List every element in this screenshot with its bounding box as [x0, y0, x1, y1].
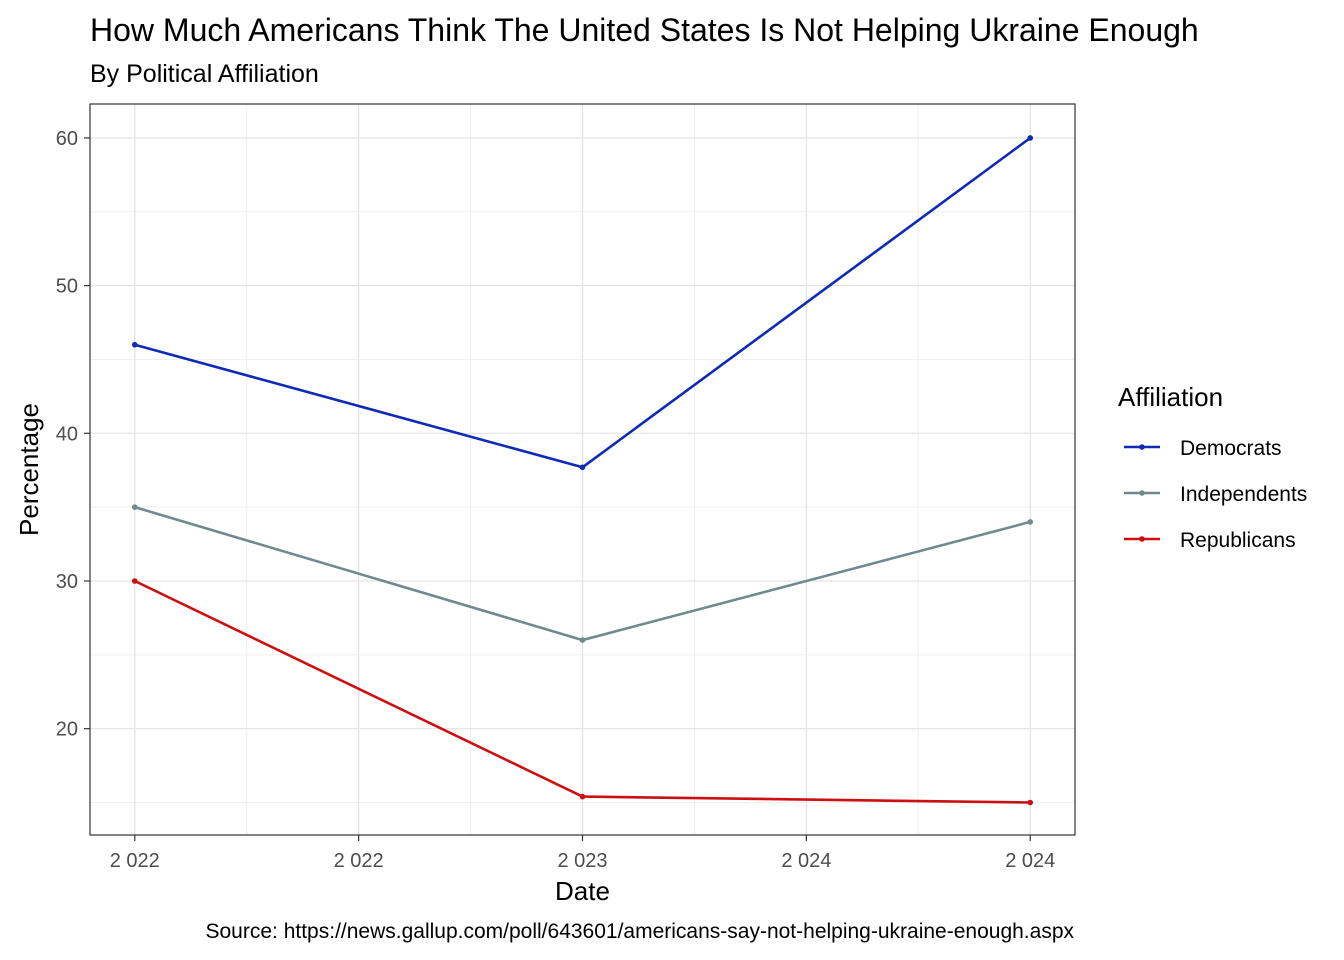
legend-title: Affiliation: [1118, 382, 1223, 412]
data-point-republicans: [579, 793, 586, 800]
y-tick-label: 30: [56, 571, 78, 593]
y-tick-label: 50: [56, 276, 78, 298]
major-gridlines: [90, 104, 1075, 835]
series-layer: [131, 135, 1034, 806]
data-point-democrats: [131, 341, 138, 348]
data-point-independents: [131, 504, 138, 510]
data-point-republicans: [1027, 799, 1034, 806]
data-point-independents: [1027, 519, 1034, 525]
data-point-democrats: [1027, 135, 1034, 141]
chart-subtitle: By Political Affiliation: [90, 60, 319, 88]
x-tick-label: 2 024: [1005, 850, 1055, 872]
legend: Affiliation Democrats Independents Republi…: [1118, 382, 1307, 552]
data-point-independents: [579, 637, 586, 643]
y-tick-label: 40: [56, 423, 78, 445]
y-tick-label: 20: [56, 719, 78, 741]
y-axis: 20 30 40 50 60: [56, 128, 90, 741]
y-tick-label: 60: [56, 128, 78, 150]
x-tick-label: 2 022: [334, 850, 384, 872]
x-axis-title: Date: [555, 876, 610, 906]
legend-label-democrats: Democrats: [1180, 437, 1282, 460]
chart-title: How Much Americans Think The United Stat…: [90, 12, 1199, 48]
legend-label-republicans: Republicans: [1180, 529, 1296, 552]
legend-key-point-democrats: [1139, 444, 1145, 450]
legend-key-point-republicans: [1139, 536, 1145, 542]
legend-label-independents: Independents: [1180, 483, 1307, 506]
y-axis-title: Percentage: [14, 403, 44, 536]
legend-key-point-independents: [1139, 490, 1145, 496]
x-axis: 2 022 2 022 2 023 2 024 2 024: [110, 835, 1055, 872]
x-tick-label: 2 024: [781, 850, 831, 872]
data-point-democrats: [579, 464, 586, 471]
x-tick-label: 2 023: [557, 850, 607, 872]
source-caption: Source: https://news.gallup.com/poll/643…: [205, 920, 1075, 943]
x-tick-label: 2 022: [110, 850, 160, 872]
data-point-republicans: [131, 578, 138, 584]
